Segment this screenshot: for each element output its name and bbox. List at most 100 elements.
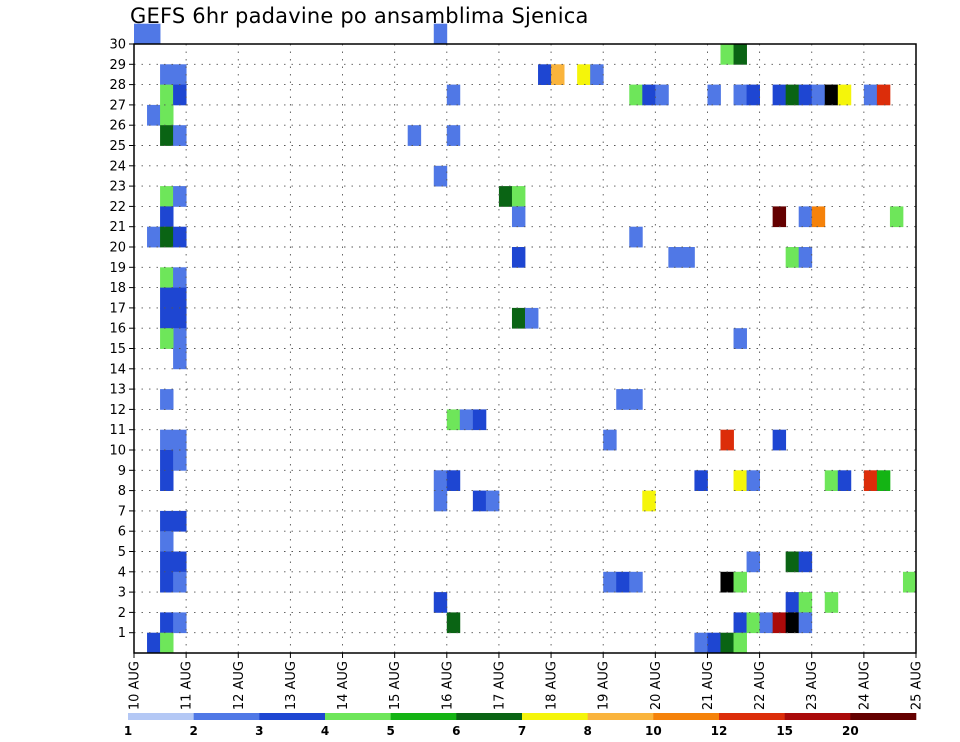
y-tick-label: 15 xyxy=(109,342,126,357)
colorbar-label: 15 xyxy=(776,724,793,738)
heatmap-cell xyxy=(160,104,174,126)
heatmap-cell xyxy=(173,348,187,370)
x-axis: 10 AUG 11 AUG 12 AUG 13 AUG 14 AUG 15 AUG 16 A… xyxy=(128,653,925,710)
heatmap-cell xyxy=(772,429,787,451)
heatmap-cell xyxy=(433,490,448,512)
heatmap-cell xyxy=(772,84,787,106)
heatmap-cell xyxy=(785,84,800,106)
x-tick-label: 10 AUG xyxy=(128,661,143,710)
heatmap-cell xyxy=(720,571,734,593)
colorbar-swatch xyxy=(390,713,457,720)
heatmap-cell xyxy=(746,84,760,106)
heatmap-cell xyxy=(746,612,760,634)
heatmap-cell xyxy=(173,84,187,106)
heatmap-cell xyxy=(759,612,774,634)
heatmap-cell xyxy=(160,206,174,228)
colorbar-label: 7 xyxy=(518,724,526,738)
x-tick-label: 22 AUG xyxy=(753,661,768,710)
heatmap-cell xyxy=(694,632,708,654)
colorbar-swatch xyxy=(193,713,260,720)
heatmap-cell xyxy=(160,612,174,634)
y-tick-label: 19 xyxy=(109,261,126,276)
y-tick-label: 1 xyxy=(118,626,126,641)
heatmap-cell xyxy=(616,571,630,593)
colorbar-label: 4 xyxy=(321,724,329,738)
heatmap-cell xyxy=(889,206,904,228)
heatmap-cell xyxy=(811,206,826,228)
colorbar-label: 20 xyxy=(842,724,859,738)
heatmap-cell xyxy=(655,84,669,106)
heatmap-cell xyxy=(538,64,552,85)
x-tick-label: 20 AUG xyxy=(649,661,664,710)
heatmap-cell xyxy=(798,247,813,268)
y-tick-label: 22 xyxy=(109,200,126,215)
heatmap-cell xyxy=(746,470,760,491)
heatmap-cell xyxy=(160,328,174,349)
y-tick-label: 14 xyxy=(109,362,126,377)
heatmap-cell xyxy=(433,23,448,45)
colorbar-label: 2 xyxy=(189,724,197,738)
heatmap-cell xyxy=(577,64,591,85)
heatmap-cell xyxy=(629,571,643,593)
heatmap-cell xyxy=(811,84,826,106)
heatmap-cell xyxy=(433,165,448,187)
x-tick-label: 19 AUG xyxy=(597,661,612,710)
heatmap-cell xyxy=(173,307,187,329)
x-tick-label: 14 AUG xyxy=(336,661,351,710)
heatmap-cell xyxy=(173,64,187,85)
heatmap-cell xyxy=(160,531,174,552)
heatmap-cell xyxy=(485,490,500,512)
heatmap-cell xyxy=(616,389,630,410)
heatmap-cell xyxy=(459,409,474,431)
heatmap-cell xyxy=(733,612,747,634)
heatmap-cell xyxy=(160,551,174,573)
heatmap-cell xyxy=(629,389,643,410)
colorbar-label: 12 xyxy=(711,724,728,738)
heatmap-cell xyxy=(446,125,461,146)
heatmap-cell xyxy=(147,104,161,126)
y-tick-label: 18 xyxy=(109,281,126,296)
y-tick-label: 30 xyxy=(109,38,126,53)
y-tick-label: 4 xyxy=(118,565,126,580)
heatmap-cell xyxy=(173,450,187,471)
heatmap-cell xyxy=(511,307,526,329)
heatmap-cell xyxy=(837,84,852,106)
heatmap-cell xyxy=(160,84,174,106)
colorbar-swatch xyxy=(719,713,785,720)
heatmap-cell xyxy=(173,226,187,248)
heatmap-cell xyxy=(160,510,174,532)
x-tick-label: 23 AUG xyxy=(805,661,820,710)
heatmap-cell xyxy=(551,64,565,85)
heatmap-cell xyxy=(863,470,878,491)
colorbar-swatch xyxy=(653,713,720,720)
heatmap-cell xyxy=(472,409,487,431)
heatmap-cell xyxy=(707,84,721,106)
y-tick-label: 17 xyxy=(109,301,126,316)
heatmap-cell xyxy=(160,287,174,309)
heatmap-cell xyxy=(668,247,682,268)
colorbar-swatch xyxy=(128,713,194,720)
heatmap-cell xyxy=(433,470,448,491)
heatmap-cell xyxy=(876,84,891,106)
colorbar-label: 3 xyxy=(255,724,263,738)
x-tick-label: 25 AUG xyxy=(910,661,925,710)
y-tick-label: 21 xyxy=(109,220,126,235)
y-tick-label: 10 xyxy=(109,444,126,459)
heatmap-cell xyxy=(798,84,813,106)
heatmap-cell xyxy=(798,206,813,228)
colorbar-label: 1 xyxy=(124,724,132,738)
heatmap-cell xyxy=(173,328,187,349)
heatmap-cell xyxy=(603,571,617,593)
x-tick-label: 18 AUG xyxy=(545,661,560,710)
y-tick-label: 2 xyxy=(118,606,126,621)
heatmap-cell xyxy=(173,186,187,207)
heatmap-cell xyxy=(160,632,174,654)
y-tick-label: 26 xyxy=(109,119,126,134)
colorbar-swatch xyxy=(456,713,523,720)
heatmap-cell xyxy=(837,470,852,491)
y-tick-label: 29 xyxy=(109,58,126,73)
heatmap-cell xyxy=(863,84,878,106)
heatmap-cell xyxy=(525,307,539,329)
heatmap-cell xyxy=(511,206,526,228)
y-tick-label: 16 xyxy=(109,322,126,337)
